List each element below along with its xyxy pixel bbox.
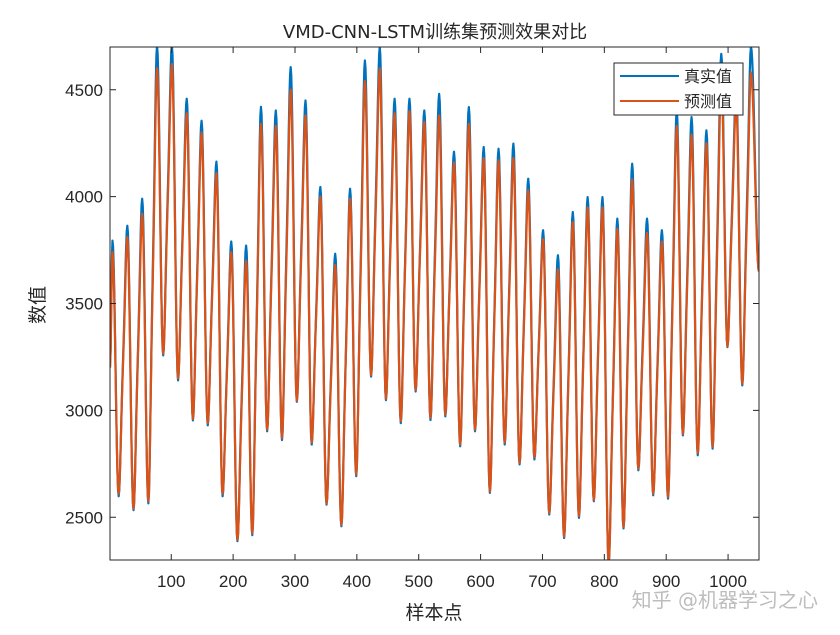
y-axis-label: 数值 (27, 286, 49, 324)
legend: 真实值 预测值 (613, 62, 744, 116)
legend-label-true: 真实值 (684, 67, 732, 86)
watermark: 知乎 @机器学习之心 (632, 588, 818, 612)
y-tick-label: 3500 (65, 295, 103, 314)
series-line-predicted (110, 62, 759, 560)
x-tick-label: 900 (652, 572, 680, 591)
x-tick-label: 400 (343, 572, 371, 591)
x-tick-label: 600 (466, 572, 494, 591)
axes-box (109, 46, 760, 561)
x-axis-label: 样本点 (405, 602, 462, 624)
y-tick-label: 2500 (65, 508, 103, 527)
chart-title: VMD-CNN-LSTM训练集预测效果对比 (283, 22, 587, 43)
x-tick-label: 700 (528, 572, 556, 591)
x-tick-label: 300 (281, 572, 309, 591)
x-tick-label: 800 (590, 572, 618, 591)
y-tick-label: 4500 (65, 81, 103, 100)
x-tick-label: 100 (157, 572, 185, 591)
legend-box (613, 62, 744, 116)
y-tick-label: 4000 (65, 188, 103, 207)
x-tick-label: 500 (405, 572, 433, 591)
y-tick-label: 3000 (65, 401, 103, 420)
x-tick-label: 200 (219, 572, 247, 591)
legend-label-predicted: 预测值 (684, 92, 732, 111)
x-tick-label: 1000 (709, 572, 747, 591)
